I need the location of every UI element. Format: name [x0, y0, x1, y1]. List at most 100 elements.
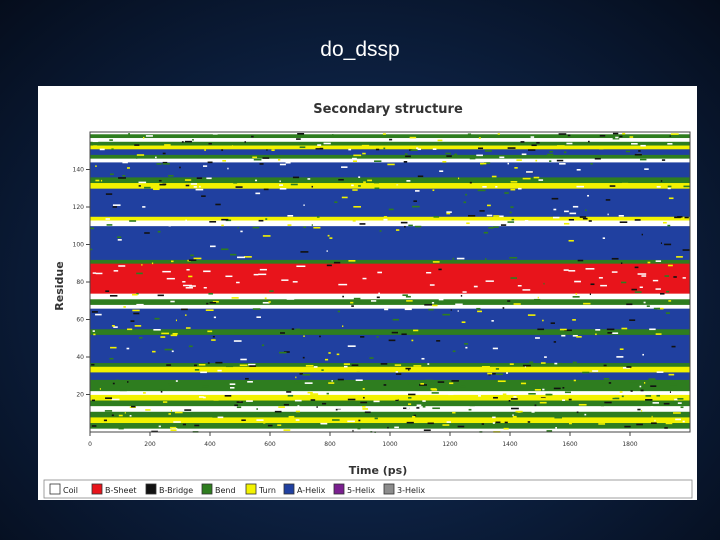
fluctuation-turn	[608, 396, 615, 398]
fluctuation-coil	[555, 427, 557, 429]
fluctuation-turn	[413, 330, 418, 332]
fluctuation-turn	[411, 340, 413, 342]
fluctuation-turn	[132, 310, 139, 312]
fluctuation-bend	[510, 212, 512, 214]
fluctuation-b-bridge	[245, 378, 249, 380]
fluctuation-b-bridge	[381, 363, 388, 365]
fluctuation-bend	[374, 182, 379, 184]
fluctuation-coil	[317, 144, 321, 146]
fluctuation-b-bridge	[569, 399, 572, 401]
fluctuation-b-bridge	[348, 399, 356, 401]
fluctuation-turn	[214, 399, 219, 401]
fluctuation-bend	[493, 226, 499, 228]
fluctuation-bend	[570, 333, 578, 335]
fluctuation-turn	[498, 380, 506, 382]
fluctuation-bend	[105, 410, 112, 412]
fluctuation-coil	[280, 188, 287, 190]
fluctuation-turn	[412, 416, 415, 418]
fluctuation-b-bridge	[685, 217, 689, 219]
fluctuation-turn	[432, 305, 437, 307]
fluctuation-coil	[93, 140, 99, 142]
band-a-helix-23	[90, 188, 690, 217]
fluctuation-bend	[369, 357, 373, 359]
fluctuation-coil	[599, 277, 603, 279]
fluctuation-turn	[199, 364, 206, 366]
fluctuation-turn	[622, 183, 628, 185]
fluctuation-coil	[499, 157, 504, 159]
fluctuation-b-bridge	[327, 265, 332, 267]
fluctuation-bend	[375, 188, 380, 190]
fluctuation-turn	[384, 216, 387, 218]
fluctuation-coil	[600, 285, 607, 287]
fluctuation-bend	[461, 386, 465, 388]
dssp-figure: Secondary structure 0 200 400 600 800 1000 120…	[38, 86, 697, 500]
fluctuation-b-bridge	[428, 422, 434, 424]
fluctuation-bend	[202, 386, 208, 388]
fluctuation-b-bridge	[607, 332, 612, 334]
fluctuation-bend	[485, 258, 487, 260]
fluctuation-bend	[124, 179, 127, 181]
fluctuation-bend	[565, 392, 571, 394]
y-tick-label-140: 140	[73, 167, 85, 174]
fluctuation-turn	[123, 306, 125, 308]
fluctuation-turn	[284, 429, 291, 431]
fluctuation-b-bridge	[621, 262, 622, 264]
fluctuation-turn	[550, 184, 557, 186]
fluctuation-b-bridge	[650, 385, 656, 387]
fluctuation-b-bridge	[404, 161, 407, 163]
fluctuation-turn	[362, 406, 365, 408]
fluctuation-b-bridge	[259, 220, 264, 222]
fluctuation-turn	[277, 424, 281, 426]
fluctuation-b-bridge	[405, 156, 411, 158]
y-tick-label-100: 100	[73, 242, 85, 249]
fluctuation-b-bridge	[184, 409, 191, 411]
fluctuation-coil	[608, 214, 609, 216]
fluctuation-turn	[353, 155, 361, 157]
fluctuation-b-bridge	[296, 138, 301, 140]
fluctuation-turn	[141, 264, 142, 266]
fluctuation-coil	[247, 381, 253, 383]
fluctuation-bend	[621, 282, 626, 284]
fluctuation-bend	[453, 350, 456, 352]
fluctuation-coil	[234, 340, 242, 342]
fluctuation-coil	[296, 266, 305, 268]
fluctuation-turn	[337, 354, 340, 356]
fluctuation-turn	[352, 189, 357, 191]
fluctuation-turn	[503, 393, 507, 395]
fluctuation-coil	[240, 359, 246, 361]
fluctuation-b-bridge	[284, 404, 289, 406]
fluctuation-coil	[118, 239, 122, 241]
fluctuation-coil	[490, 392, 493, 394]
fluctuation-turn	[127, 328, 132, 330]
fluctuation-coil	[106, 218, 110, 220]
fluctuation-coil	[281, 279, 288, 281]
fluctuation-coil	[653, 280, 658, 282]
fluctuation-b-bridge	[413, 200, 417, 202]
fluctuation-b-bridge	[458, 426, 465, 428]
fluctuation-turn	[518, 411, 521, 413]
fluctuation-b-bridge	[408, 394, 415, 396]
fluctuation-turn	[288, 224, 292, 226]
fluctuation-turn	[326, 370, 330, 372]
fluctuation-coil	[644, 168, 649, 170]
fluctuation-turn	[207, 331, 212, 333]
fluctuation-bend	[406, 296, 411, 298]
x-tick-label-1200: 1200	[442, 441, 457, 448]
fluctuation-turn	[396, 185, 403, 187]
fluctuation-coil	[170, 301, 174, 303]
fluctuation-coil	[656, 260, 661, 262]
legend-swatch-turn	[246, 484, 256, 494]
fluctuation-b-bridge	[225, 395, 232, 397]
fluctuation-b-bridge	[661, 180, 662, 182]
fluctuation-bend	[647, 305, 650, 307]
fluctuation-turn	[206, 309, 214, 311]
fluctuation-b-bridge	[260, 163, 264, 165]
fluctuation-bend	[253, 308, 261, 310]
fluctuation-bend	[464, 343, 468, 345]
fluctuation-b-bridge	[215, 362, 222, 364]
fluctuation-coil	[314, 366, 318, 368]
fluctuation-b-bridge	[208, 162, 213, 164]
fluctuation-turn	[119, 415, 123, 417]
fluctuation-bend	[674, 415, 681, 417]
fluctuation-bend	[673, 404, 677, 406]
